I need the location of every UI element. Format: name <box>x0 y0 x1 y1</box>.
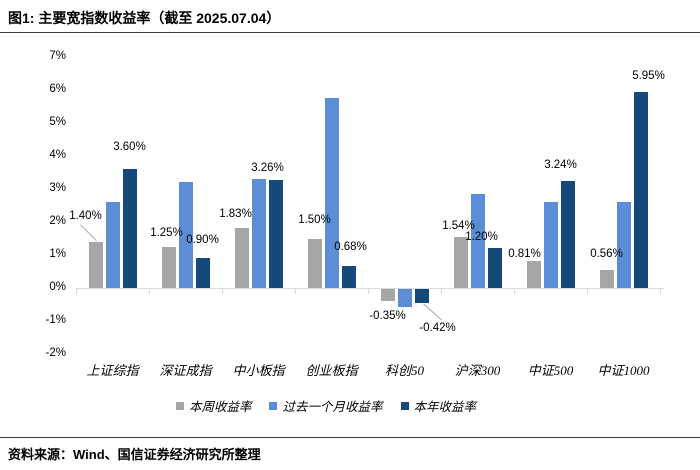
x-axis-label: 中小板指 <box>232 363 285 378</box>
data-label: 0.90% <box>186 234 219 247</box>
bar-本年收益率-上证综指 <box>122 169 137 288</box>
legend-marker-icon <box>269 401 278 410</box>
bar-本周收益率-深证成指 <box>161 246 176 288</box>
bar-过去一个月收益率-深证成指 <box>178 182 193 288</box>
bar-过去一个月收益率-科创50 <box>397 289 412 308</box>
bar-过去一个月收益率-中小板指 <box>251 179 266 288</box>
bar-本周收益率-中证1000 <box>599 269 614 288</box>
data-label: 1.83% <box>219 207 252 220</box>
y-tick-label: 7% <box>49 50 66 62</box>
data-label: 1.20% <box>465 231 498 244</box>
footer-divider <box>0 437 700 438</box>
bar-本年收益率-中证500 <box>560 181 575 288</box>
bar-过去一个月收益率-中证500 <box>543 202 558 288</box>
data-label: 0.56% <box>590 247 623 260</box>
legend-label: 本周收益率 <box>188 400 252 414</box>
bar-过去一个月收益率-中证1000 <box>616 202 631 288</box>
bar-本周收益率-创业板指 <box>307 238 322 288</box>
y-tick-label: 4% <box>49 149 66 161</box>
data-label: 1.40% <box>69 209 102 222</box>
bar-本年收益率-深证成指 <box>195 258 210 288</box>
data-label: -0.42% <box>419 321 456 334</box>
label-leader-line <box>80 224 97 242</box>
bar-本年收益率-创业板指 <box>341 265 356 288</box>
y-tick-label: 3% <box>49 182 66 194</box>
x-axis-line <box>76 288 664 289</box>
x-axis-tick <box>441 288 442 294</box>
bar-过去一个月收益率-上证综指 <box>105 202 120 288</box>
chart-legend: 本周收益率 过去一个月收益率 本年收益率 <box>0 396 652 415</box>
x-axis-label: 上证综指 <box>86 363 139 378</box>
legend-item: 本年收益率 <box>400 396 477 415</box>
data-label: 0.81% <box>508 248 541 261</box>
x-axis-label: 沪深300 <box>454 363 501 378</box>
x-axis-tick <box>222 288 223 294</box>
bar-本年收益率-中小板指 <box>268 180 283 288</box>
x-axis-tick <box>587 288 588 294</box>
bar-过去一个月收益率-创业板指 <box>324 98 339 288</box>
data-label: 3.24% <box>544 159 577 172</box>
y-tick-label: 5% <box>49 116 66 128</box>
x-axis-tick <box>76 288 77 294</box>
data-label: 1.25% <box>150 226 183 239</box>
y-tick-label: 1% <box>49 248 66 260</box>
x-axis-label: 科创50 <box>384 363 424 378</box>
bar-本周收益率-沪深300 <box>453 237 468 288</box>
title-divider <box>0 32 700 33</box>
legend-marker-icon <box>400 401 409 410</box>
data-label: 3.26% <box>251 162 284 175</box>
bar-本年收益率-中证1000 <box>633 91 648 288</box>
x-axis-label: 创业板指 <box>305 363 358 378</box>
y-tick-label: 6% <box>49 83 66 95</box>
data-label: 0.68% <box>334 240 367 253</box>
bar-本周收益率-中小板指 <box>234 227 249 288</box>
legend-marker-icon <box>175 401 184 410</box>
data-label: 1.54% <box>442 220 475 233</box>
x-axis-label: 中证500 <box>527 363 574 378</box>
y-tick-label: -2% <box>45 347 66 359</box>
bar-本周收益率-科创50 <box>380 289 395 301</box>
data-label: 3.60% <box>113 141 146 154</box>
x-axis-label: 中证1000 <box>597 363 650 378</box>
x-axis-tick <box>660 288 661 294</box>
bar-本周收益率-中证500 <box>526 261 541 288</box>
bar-过去一个月收益率-沪深300 <box>470 193 485 288</box>
legend-item: 过去一个月收益率 <box>269 396 383 415</box>
bar-本周收益率-上证综指 <box>88 241 103 288</box>
x-axis-tick <box>368 288 369 294</box>
figure-title: 图1: 主要宽指数收益率（截至 2025.07.04） <box>8 10 281 26</box>
source-note: 资料来源：Wind、国信证券经济研究所整理 <box>8 447 261 462</box>
legend-item: 本周收益率 <box>175 396 252 415</box>
y-tick-label: 0% <box>49 281 66 293</box>
y-tick-label: 2% <box>49 215 66 227</box>
label-leader-line <box>423 303 442 321</box>
x-axis-tick <box>149 288 150 294</box>
data-label: -0.35% <box>369 309 406 322</box>
bar-本年收益率-沪深300 <box>487 248 502 288</box>
data-label: 1.50% <box>298 213 331 226</box>
y-tick-label: -1% <box>45 314 66 326</box>
bar-本年收益率-科创50 <box>414 289 429 303</box>
x-axis-label: 深证成指 <box>159 363 212 378</box>
legend-label: 过去一个月收益率 <box>282 400 383 414</box>
x-axis-tick <box>295 288 296 294</box>
legend-label: 本年收益率 <box>413 400 477 414</box>
x-axis-tick <box>514 288 515 294</box>
data-label: 5.95% <box>632 69 665 82</box>
